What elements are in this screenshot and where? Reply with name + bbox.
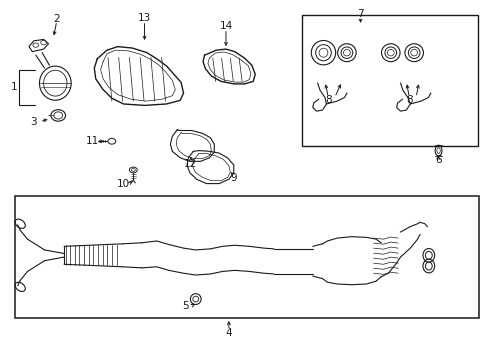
Bar [15,196,478,318]
Text: 3: 3 [30,117,37,127]
Text: 14: 14 [219,21,232,31]
Text: 1: 1 [11,82,18,93]
Text: 8: 8 [325,95,331,105]
Text: 6: 6 [434,155,441,165]
Text: 11: 11 [85,136,99,146]
Bar [302,15,477,146]
Text: 10: 10 [117,179,130,189]
Text: 8: 8 [405,95,412,105]
Text: 13: 13 [138,13,151,23]
Text: 4: 4 [225,328,232,338]
Text: 7: 7 [357,9,363,19]
Text: 12: 12 [184,159,197,169]
Text: 2: 2 [53,14,60,24]
Text: 9: 9 [230,173,237,183]
Text: 5: 5 [182,301,188,311]
